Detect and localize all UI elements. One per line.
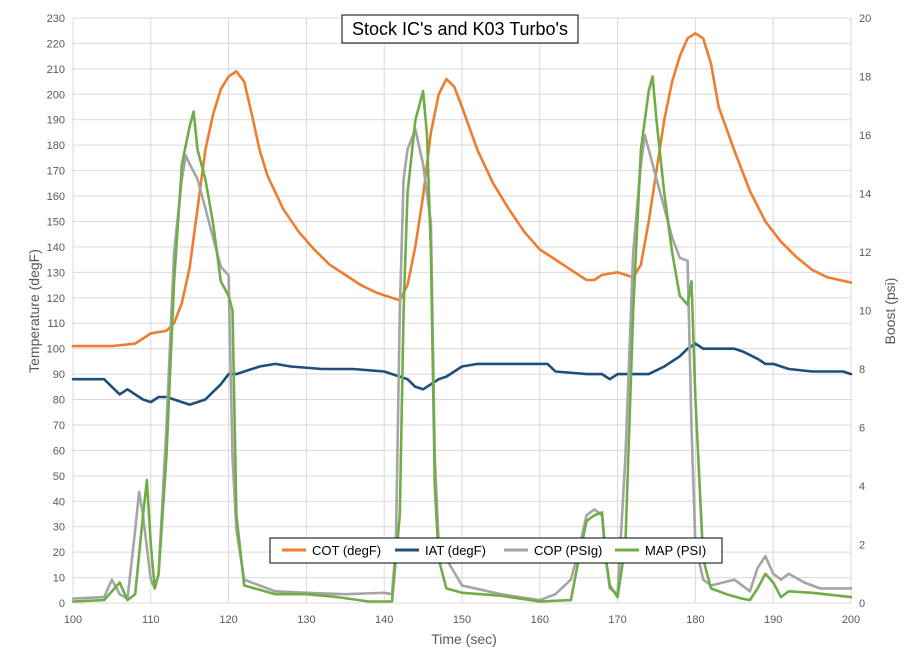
y-left-tick-label: 110 — [47, 318, 65, 330]
y-right-tick-label: 10 — [859, 306, 871, 318]
y-left-tick-label: 140 — [47, 242, 65, 254]
y-left-tick-label: 40 — [53, 496, 65, 508]
y-left-tick-label: 180 — [47, 140, 65, 152]
legend-label-iat: IAT (degF) — [425, 543, 486, 558]
x-axis-label: Time (sec) — [431, 631, 497, 647]
y-left-tick-label: 200 — [47, 89, 65, 101]
y-left-tick-label: 190 — [47, 115, 65, 127]
legend-label-map: MAP (PSI) — [645, 543, 706, 558]
x-tick-label: 120 — [219, 614, 237, 626]
series-line-map — [71, 75, 853, 603]
y-left-tick-label: 90 — [53, 369, 65, 381]
y-left-tick-label: 150 — [47, 216, 65, 228]
series-layer — [71, 31, 853, 603]
y-right-tick-label: 8 — [859, 364, 865, 376]
y-right-tick-label: 18 — [859, 72, 871, 84]
y-left-tick-label: 220 — [47, 38, 65, 50]
y-right-tick-label: 2 — [859, 540, 865, 552]
series-line-cot — [71, 31, 853, 348]
y-left-tick-label: 30 — [53, 522, 65, 534]
series-line-iat — [71, 342, 853, 406]
y-right-tick-label: 20 — [859, 13, 871, 25]
y-axis-left-label: Temperature (degF) — [26, 249, 42, 373]
x-tick-label: 190 — [764, 614, 782, 626]
x-tick-label: 200 — [842, 614, 860, 626]
y-left-tick-label: 50 — [53, 471, 65, 483]
legend-label-cot: COT (degF) — [312, 543, 381, 558]
x-tick-label: 170 — [608, 614, 626, 626]
y-left-tick-label: 160 — [47, 191, 65, 203]
legend: COT (degF) IAT (degF) COP (PSIg) MAP (PS… — [269, 537, 723, 564]
x-tick-label: 150 — [453, 614, 471, 626]
y-right-tick-label: 4 — [859, 481, 865, 493]
x-tick-label: 130 — [297, 614, 315, 626]
y-left-tick-label: 70 — [53, 420, 65, 432]
y-left-tick-label: 210 — [47, 64, 65, 76]
axes: 0102030405060708090100110120130140150160… — [47, 13, 872, 626]
legend-label-cop: COP (PSIg) — [534, 543, 602, 558]
y-left-tick-label: 0 — [59, 598, 65, 610]
x-tick-label: 110 — [142, 614, 160, 626]
y-right-tick-label: 16 — [859, 130, 871, 142]
y-left-tick-label: 80 — [53, 395, 65, 407]
y-left-tick-label: 100 — [47, 344, 65, 356]
y-left-tick-label: 20 — [53, 547, 65, 559]
y-left-tick-label: 10 — [53, 573, 65, 585]
y-axis-right-label: Boost (psi) — [882, 278, 898, 345]
y-left-tick-label: 60 — [53, 445, 65, 457]
y-right-tick-label: 14 — [859, 189, 871, 201]
legend-box — [269, 537, 723, 564]
y-left-tick-label: 120 — [47, 293, 65, 305]
x-tick-label: 140 — [375, 614, 393, 626]
chart-title-border — [341, 14, 579, 44]
x-tick-label: 160 — [531, 614, 549, 626]
y-left-tick-label: 230 — [47, 13, 65, 25]
y-left-tick-label: 170 — [47, 166, 65, 178]
chart-title-box: Stock IC's and K03 Turbo's — [341, 14, 579, 44]
y-right-tick-label: 6 — [859, 423, 865, 435]
y-right-tick-label: 0 — [859, 598, 865, 610]
y-left-tick-label: 130 — [47, 267, 65, 279]
chart-title: Stock IC's and K03 Turbo's — [352, 19, 568, 39]
y-right-tick-label: 12 — [859, 247, 871, 259]
x-tick-label: 100 — [64, 614, 82, 626]
x-tick-label: 180 — [686, 614, 704, 626]
